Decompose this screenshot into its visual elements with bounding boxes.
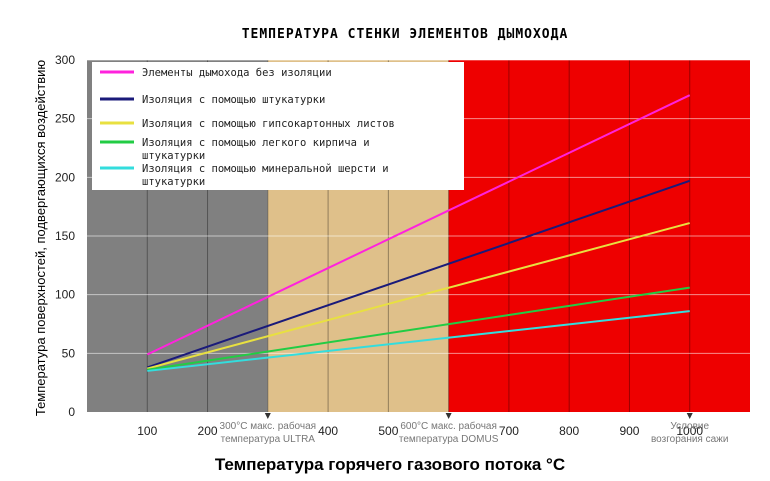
annotation-marker-2 <box>686 413 693 419</box>
y-tick-label: 50 <box>62 346 76 360</box>
series-line-1 <box>146 179 691 369</box>
legend-label-3: Изоляция с помощью легкого кирпича и <box>142 137 370 149</box>
series-line-2 <box>147 222 690 370</box>
legend-label-4: штукатурки <box>142 176 205 188</box>
annotation-label-1: 600°C макс. рабочая <box>400 420 497 432</box>
x-tick-label: 700 <box>499 424 519 438</box>
x-tick-label: 500 <box>378 424 398 438</box>
series-line-3 <box>147 286 690 371</box>
legend-label-4: Изоляция с помощью минеральной шерсти и <box>142 163 389 175</box>
annotation-label-1: температура DOMUS <box>399 434 499 445</box>
y-tick-label: 0 <box>68 405 75 419</box>
y-tick-label: 150 <box>55 229 75 243</box>
plot-area: Элементы дымохода без изоляции Изоляция с… <box>55 53 750 445</box>
annotation-label-0: температура ULTRA <box>221 434 316 445</box>
y-tick-label: 200 <box>55 170 75 184</box>
annotation-label-0: 300°C макс. рабочая <box>220 420 317 432</box>
x-tick-label: 800 <box>559 424 579 438</box>
x-tick-label: 900 <box>619 424 639 438</box>
y-axis-label: Температура поверхностей, подвергающихся… <box>33 60 48 417</box>
chart-title: ТЕМПЕРАТУРА СТЕНКИ ЭЛЕМЕНТОВ ДЫМОХОДА <box>242 27 569 42</box>
y-tick-label: 100 <box>55 288 75 302</box>
x-tick-label: 200 <box>198 424 218 438</box>
legend-box <box>92 62 464 190</box>
series-line-4 <box>147 310 690 372</box>
x-axis-label: Температура горячего газового потока °C <box>215 455 565 474</box>
x-tick-label: 100 <box>137 424 157 438</box>
legend: Элементы дымохода без изоляции Изоляция с… <box>92 62 464 190</box>
y-tick-label: 300 <box>55 53 75 67</box>
series-line-0 <box>146 94 691 356</box>
annotation-marker-0 <box>264 413 271 419</box>
legend-label-1: Изоляция с помощью штукатурки <box>142 94 325 106</box>
annotation-label-2: Условие <box>670 421 709 432</box>
x-tick-label: 400 <box>318 424 338 438</box>
annotation-label-2: возгорания сажи <box>651 434 729 445</box>
legend-label-2: Изоляция с помощью гипсокартонных листов <box>142 118 395 130</box>
annotation-marker-1 <box>445 413 452 419</box>
y-tick-label: 250 <box>55 112 75 126</box>
x-tick-label: 1000 <box>676 424 703 438</box>
legend-label-0: Элементы дымохода без изоляции <box>142 67 332 79</box>
legend-label-3: штукатурки <box>142 150 205 162</box>
